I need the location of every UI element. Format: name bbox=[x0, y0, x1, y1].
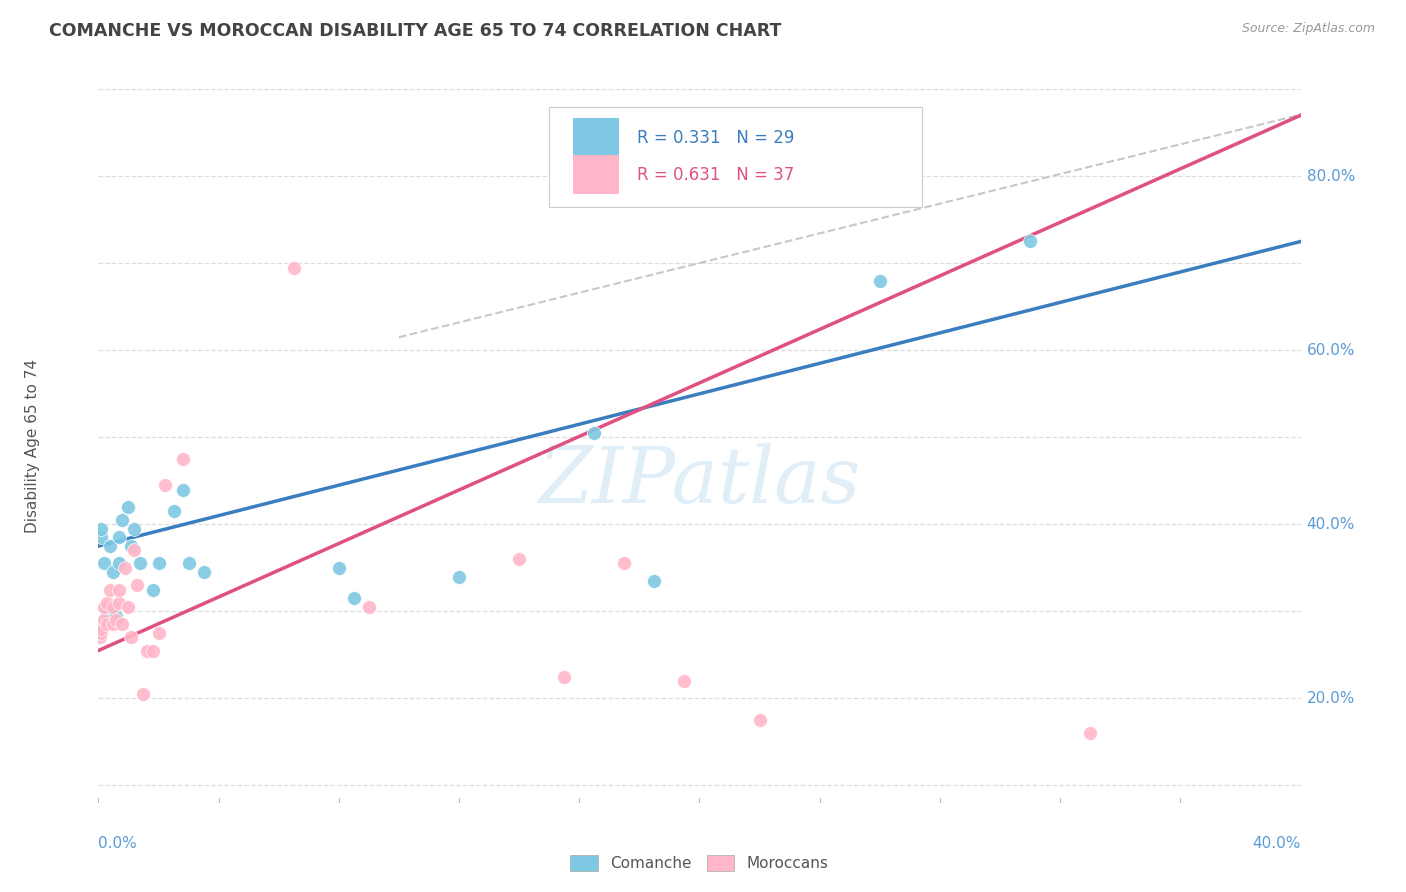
Comanche bbox=[643, 574, 665, 588]
Moroccans bbox=[124, 543, 146, 558]
Comanche bbox=[177, 557, 200, 571]
Moroccans bbox=[135, 643, 157, 657]
Comanche bbox=[141, 582, 163, 597]
Comanche bbox=[90, 522, 112, 536]
Comanche bbox=[172, 483, 194, 497]
Text: R = 0.331   N = 29: R = 0.331 N = 29 bbox=[637, 128, 794, 146]
Moroccans bbox=[103, 617, 125, 632]
Moroccans bbox=[114, 561, 136, 575]
Legend: Comanche, Moroccans: Comanche, Moroccans bbox=[564, 849, 835, 877]
Moroccans bbox=[96, 596, 118, 610]
Moroccans bbox=[100, 582, 122, 597]
Text: 20.0%: 20.0% bbox=[1306, 691, 1355, 706]
Comanche bbox=[162, 504, 184, 518]
Text: Disability Age 65 to 74: Disability Age 65 to 74 bbox=[25, 359, 39, 533]
FancyBboxPatch shape bbox=[574, 155, 619, 194]
Comanche bbox=[343, 591, 366, 606]
Moroccans bbox=[357, 599, 380, 614]
Comanche bbox=[328, 561, 350, 575]
Text: 40.0%: 40.0% bbox=[1306, 516, 1355, 532]
Moroccans bbox=[508, 552, 530, 566]
Moroccans bbox=[105, 613, 128, 627]
Moroccans bbox=[283, 260, 305, 275]
Comanche bbox=[90, 530, 112, 544]
Comanche bbox=[193, 565, 215, 579]
Moroccans bbox=[153, 478, 176, 492]
Moroccans bbox=[553, 670, 575, 684]
Moroccans bbox=[132, 687, 155, 701]
Moroccans bbox=[1078, 726, 1101, 740]
FancyBboxPatch shape bbox=[574, 118, 619, 157]
Comanche bbox=[447, 569, 470, 583]
Moroccans bbox=[148, 626, 170, 640]
Comanche bbox=[108, 530, 131, 544]
Comanche bbox=[121, 539, 143, 553]
Comanche bbox=[108, 557, 131, 571]
FancyBboxPatch shape bbox=[550, 107, 922, 207]
Moroccans bbox=[127, 578, 149, 592]
Moroccans bbox=[89, 631, 111, 645]
Comanche bbox=[129, 557, 152, 571]
Comanche bbox=[117, 500, 139, 514]
Comanche bbox=[103, 565, 125, 579]
Moroccans bbox=[673, 673, 696, 688]
Comanche bbox=[96, 599, 118, 614]
Moroccans bbox=[172, 452, 194, 467]
Moroccans bbox=[141, 643, 163, 657]
Text: ZIPatlas: ZIPatlas bbox=[538, 443, 860, 520]
Comanche bbox=[93, 557, 115, 571]
Text: 80.0%: 80.0% bbox=[1306, 169, 1355, 184]
Moroccans bbox=[93, 599, 115, 614]
Text: COMANCHE VS MOROCCAN DISABILITY AGE 65 TO 74 CORRELATION CHART: COMANCHE VS MOROCCAN DISABILITY AGE 65 T… bbox=[49, 22, 782, 40]
Comanche bbox=[148, 557, 170, 571]
Moroccans bbox=[103, 599, 125, 614]
Moroccans bbox=[96, 617, 118, 632]
Comanche bbox=[96, 608, 118, 623]
Comanche bbox=[124, 522, 146, 536]
Moroccans bbox=[93, 613, 115, 627]
Comanche bbox=[105, 608, 128, 623]
Moroccans bbox=[748, 713, 770, 727]
Moroccans bbox=[111, 617, 134, 632]
Moroccans bbox=[108, 596, 131, 610]
Moroccans bbox=[108, 582, 131, 597]
Comanche bbox=[111, 513, 134, 527]
Moroccans bbox=[613, 557, 636, 571]
Moroccans bbox=[121, 631, 143, 645]
Comanche bbox=[583, 425, 606, 440]
Text: R = 0.631   N = 37: R = 0.631 N = 37 bbox=[637, 166, 794, 184]
Moroccans bbox=[90, 622, 112, 636]
Moroccans bbox=[90, 626, 112, 640]
Text: 0.0%: 0.0% bbox=[98, 836, 138, 851]
Comanche bbox=[869, 274, 891, 288]
Comanche bbox=[1019, 235, 1042, 249]
Text: 40.0%: 40.0% bbox=[1253, 836, 1301, 851]
Text: 60.0%: 60.0% bbox=[1306, 343, 1355, 358]
Comanche bbox=[100, 539, 122, 553]
Text: Source: ZipAtlas.com: Source: ZipAtlas.com bbox=[1241, 22, 1375, 36]
Moroccans bbox=[117, 599, 139, 614]
